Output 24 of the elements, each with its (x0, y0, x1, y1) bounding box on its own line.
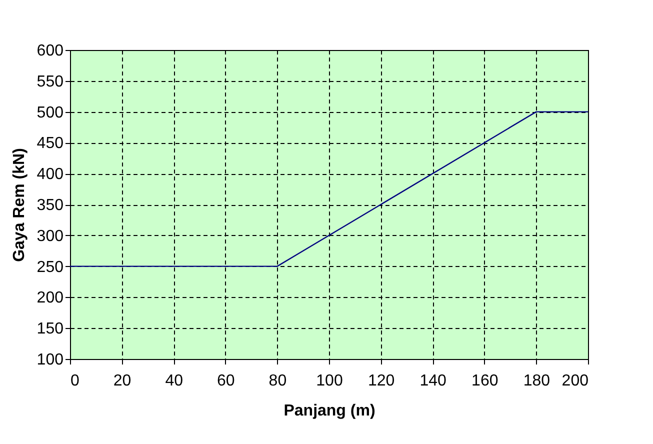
y-tick-label: 200 (36, 290, 64, 307)
x-tick-label: 160 (472, 372, 498, 390)
x-tick-label: 20 (113, 372, 132, 390)
y-tick-label: 450 (36, 135, 64, 152)
y-tick-label: 300 (36, 228, 64, 245)
y-tick-label: 600 (36, 42, 64, 60)
x-tick-label: 100 (316, 372, 343, 390)
x-tick-label: 120 (368, 372, 395, 390)
x-tick-label: 80 (268, 372, 287, 390)
x-tick-label: 140 (420, 372, 447, 390)
y-tick-label: 150 (36, 320, 64, 338)
y-tick-label: 400 (36, 166, 64, 184)
x-tick-label: 200 (562, 372, 589, 390)
y-tick-label: 100 (36, 352, 64, 368)
x-tick-label: 40 (165, 372, 184, 390)
y-axis-title: Gaya Rem (kN) (10, 148, 28, 262)
y-tick-label: 350 (36, 197, 64, 214)
y-tick-label: 550 (36, 73, 64, 90)
x-tick-label: 0 (70, 372, 80, 390)
y-tick-label: 250 (36, 258, 64, 276)
x-axis-title: Panjang (m) (284, 402, 376, 420)
y-tick-label: 500 (36, 104, 64, 122)
x-tick-label: 180 (523, 372, 550, 390)
x-tick-label: 60 (217, 372, 235, 390)
